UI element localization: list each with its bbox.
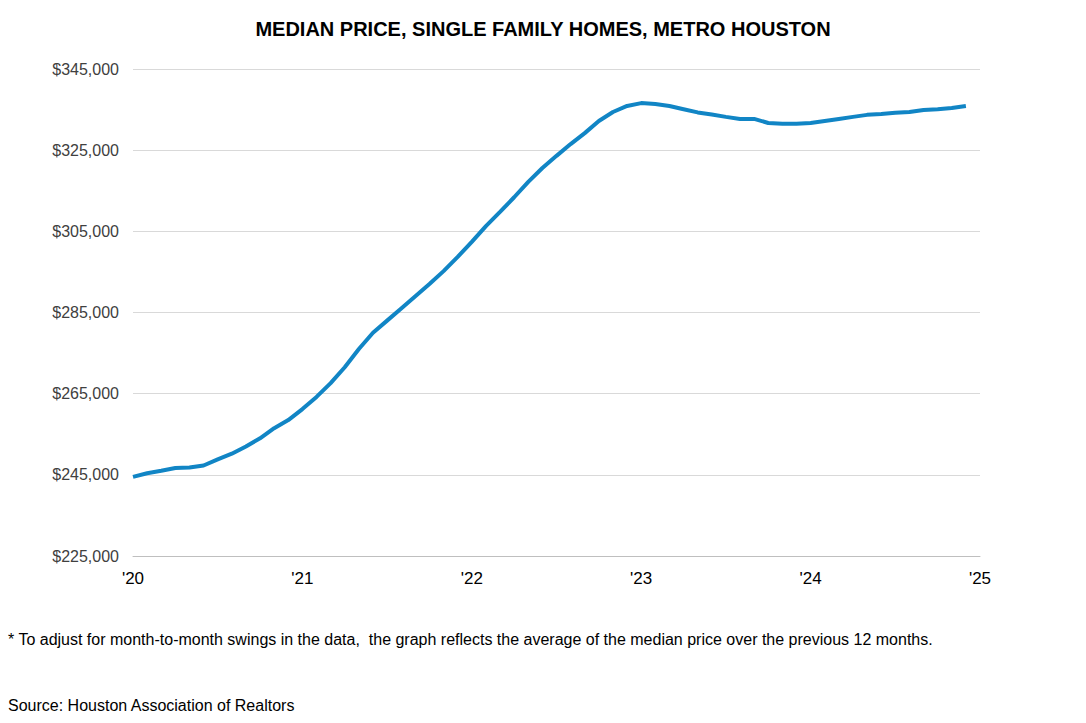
svg-text:MEDIAN PRICE, SINGLE FAMILY HO: MEDIAN PRICE, SINGLE FAMILY HOMES, METRO… <box>255 18 830 40</box>
svg-text:$325,000: $325,000 <box>52 142 119 159</box>
svg-text:'24: '24 <box>800 569 822 588</box>
svg-text:'20: '20 <box>122 569 144 588</box>
svg-text:'23: '23 <box>630 569 652 588</box>
svg-text:'25: '25 <box>969 569 991 588</box>
svg-text:$225,000: $225,000 <box>52 548 119 565</box>
svg-text:$265,000: $265,000 <box>52 385 119 402</box>
svg-text:$305,000: $305,000 <box>52 223 119 240</box>
svg-text:$245,000: $245,000 <box>52 466 119 483</box>
svg-text:'21: '21 <box>291 569 313 588</box>
svg-text:$345,000: $345,000 <box>52 61 119 78</box>
html-text:Source: Houston Association of: Source: Houston Association of Realtors <box>8 697 295 714</box>
html-text:* To adjust for month-to-month: * To adjust for month-to-month swings in… <box>8 631 933 648</box>
svg-text:'22: '22 <box>461 569 483 588</box>
svg-text:$285,000: $285,000 <box>52 304 119 321</box>
